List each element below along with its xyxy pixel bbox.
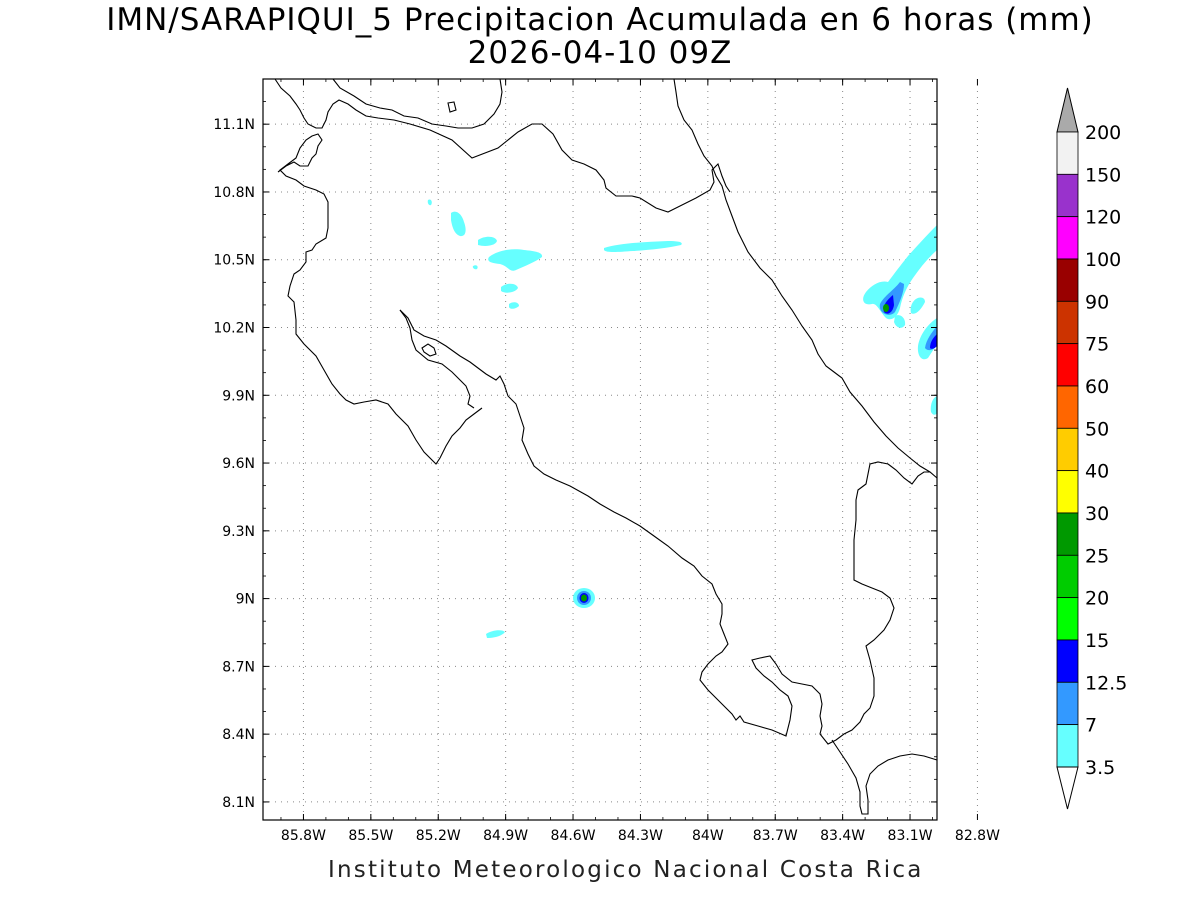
- map-plot-area: [263, 79, 937, 820]
- colorbar-level-label: 25: [1085, 545, 1109, 567]
- x-tick-label: 84W: [692, 828, 724, 844]
- y-tick-label: 10.8N: [213, 185, 255, 201]
- colorbar-level-label: 120: [1085, 207, 1121, 229]
- colorbar-swatch: [1056, 512, 1079, 556]
- institution-credit: Instituto Meteorologico Nacional Costa R…: [328, 857, 924, 883]
- precip-cell: [604, 241, 682, 252]
- colorbar-swatch: [1056, 343, 1079, 387]
- x-tick-label: 84.6W: [551, 828, 596, 844]
- precip-cell: [581, 594, 587, 602]
- precip-cell: [883, 304, 889, 312]
- colorbar-top-arrow: [1056, 87, 1079, 133]
- map-frame: [262, 78, 938, 821]
- colorbar-swatch: [1056, 470, 1079, 514]
- precip-cell: [910, 297, 925, 314]
- coastline: [831, 739, 938, 815]
- coastline: [399, 309, 930, 745]
- island: [421, 343, 437, 357]
- axes: 85.8W 85.5W 85.2W 84.9W 84.6W 84.3W 84W 83.7W 83…: [213, 79, 1000, 844]
- precip-cell: [894, 315, 906, 328]
- colorbar-swatch: [1056, 173, 1079, 218]
- y-tick-label: 11.1N: [213, 117, 255, 133]
- precip-cell: [478, 236, 497, 246]
- y-tick-label: 10.5N: [213, 253, 255, 269]
- colorbar-level-label: 150: [1085, 164, 1121, 186]
- y-tick-label: 9.6N: [222, 456, 255, 472]
- precip-cell: [501, 283, 518, 293]
- x-tick-label: 83.7W: [753, 828, 798, 844]
- y-tick-label: 8.4N: [222, 727, 255, 743]
- precip-band: [863, 225, 937, 320]
- gridlines: [263, 79, 978, 820]
- colorbar-swatch: [1056, 639, 1079, 683]
- precipitation-layer: [427, 199, 937, 638]
- x-tick-label: 85.5W: [348, 828, 393, 844]
- colorbar-level-label: 40: [1085, 461, 1109, 483]
- precip-cell: [451, 211, 466, 237]
- colorbar-level-label: 50: [1085, 418, 1109, 440]
- coastline: [399, 309, 475, 409]
- x-tick-label: 82.8W: [955, 828, 1000, 844]
- colorbar-swatch: [1056, 597, 1079, 641]
- colorbar-bottom-arrow: [1056, 766, 1079, 810]
- coastline: [277, 133, 483, 465]
- x-tick-label: 84.3W: [618, 828, 663, 844]
- colorbar-level-label: 20: [1085, 588, 1109, 610]
- precip-cell: [488, 249, 543, 271]
- precip-cell: [486, 630, 505, 638]
- colorbar-level-label: 90: [1085, 291, 1109, 313]
- coastline: [274, 78, 731, 213]
- colorbar-swatch: [1056, 724, 1079, 768]
- y-tick-label: 9.3N: [222, 524, 255, 540]
- colorbar-swatch: [1056, 385, 1079, 429]
- y-tick-label: 8.1N: [222, 795, 255, 811]
- y-tick-label: 8.7N: [222, 659, 255, 675]
- colorbar-level-label: 100: [1085, 249, 1121, 271]
- map-title: IMN/SARAPIQUI_5 Precipitacion Acumulada …: [106, 2, 1094, 38]
- coastline: [673, 78, 938, 479]
- colorbar-swatch: [1056, 131, 1079, 175]
- colorbar-level-label: 75: [1085, 334, 1109, 356]
- coastline: [332, 78, 503, 129]
- precip-cell: [930, 334, 937, 349]
- colorbar-swatch: [1056, 258, 1079, 302]
- x-tick-label: 83.4W: [820, 828, 865, 844]
- x-tick-label: 84.9W: [483, 828, 528, 844]
- map-subtitle-datetime: 2026-04-10 09Z: [467, 35, 733, 71]
- precip-cell: [930, 396, 937, 415]
- colorbar-level-label: 200: [1085, 122, 1121, 144]
- colorbar-level-label: 7: [1085, 715, 1097, 737]
- colorbar-swatch: [1056, 554, 1079, 599]
- y-tick-label: 9.9N: [222, 388, 255, 404]
- colorbar-level-label: 12.5: [1085, 672, 1127, 694]
- precip-cell: [427, 199, 432, 206]
- y-tick-label: 10.2N: [213, 321, 255, 337]
- x-tick-label: 85.8W: [281, 828, 326, 844]
- colorbar-swatch: [1056, 427, 1079, 472]
- x-tick-label: 83.1W: [888, 828, 933, 844]
- coastlines-borders: [274, 78, 938, 815]
- colorbar-level-label: 15: [1085, 630, 1109, 652]
- colorbar-swatch: [1056, 300, 1079, 345]
- precip-cell: [472, 265, 478, 270]
- colorbar-level-label: 60: [1085, 376, 1109, 398]
- precip-cell: [509, 302, 519, 309]
- x-tick-label: 85.2W: [416, 828, 461, 844]
- y-tick-label: 9N: [236, 592, 255, 608]
- colorbar: 200 150 120 100 90 75 60 50 40 30 25 20 15 12.5 7 3.5: [1056, 87, 1127, 810]
- colorbar-swatch: [1056, 216, 1079, 260]
- colorbar-swatch: [1056, 681, 1079, 726]
- island: [447, 101, 457, 113]
- colorbar-level-label: 30: [1085, 503, 1109, 525]
- colorbar-level-label: 3.5: [1085, 757, 1115, 779]
